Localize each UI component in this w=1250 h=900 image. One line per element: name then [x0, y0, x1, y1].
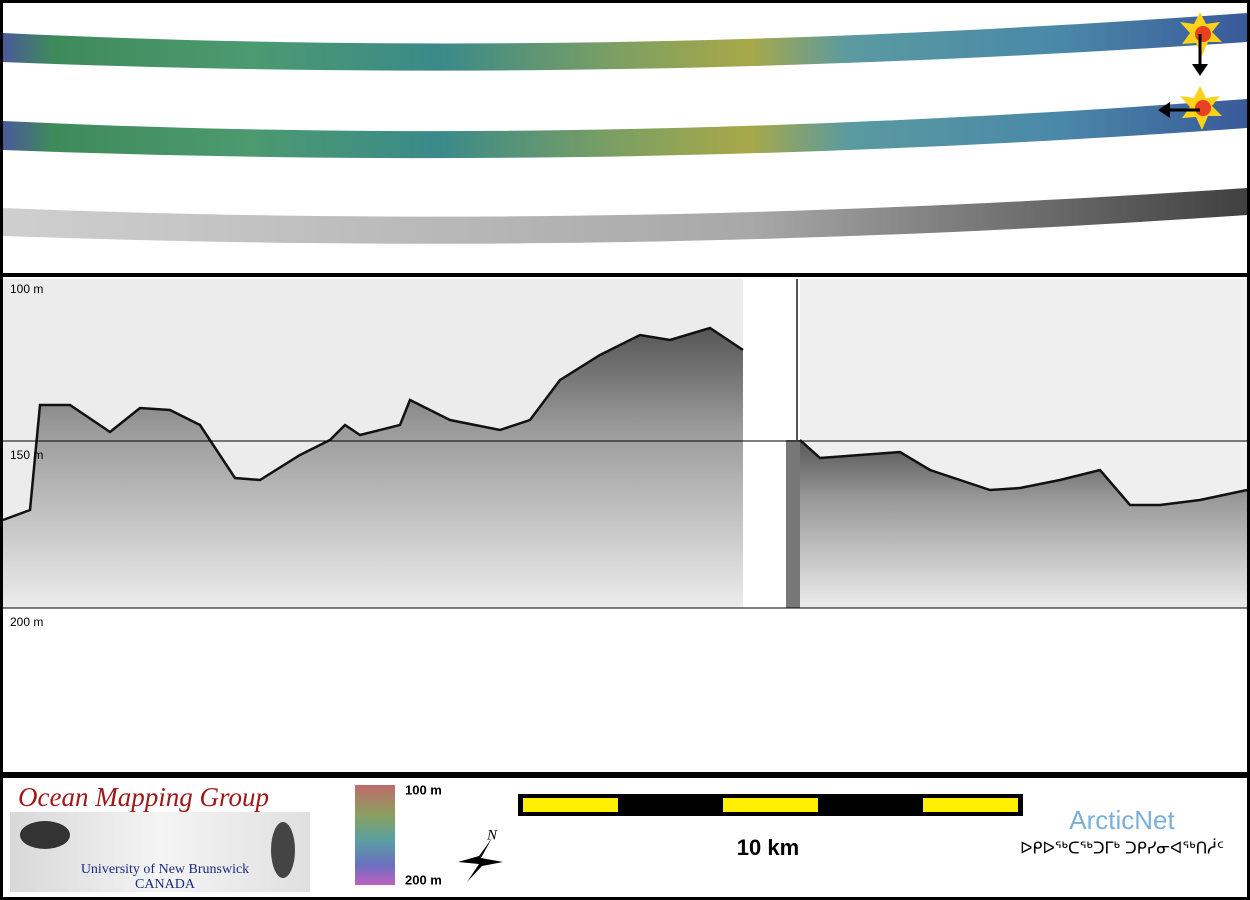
depth-label: 150 m — [10, 448, 43, 462]
logo-country: CANADA — [135, 877, 196, 892]
compass-label: N — [486, 827, 498, 843]
depth-colorbar — [355, 785, 395, 885]
seafloor — [2, 326, 744, 522]
subbottom — [3, 328, 743, 608]
swath-backscatter — [3, 188, 1247, 244]
partner-syllabics: ᐅᑭᐅᖅᑕᖅᑐᒥᒃ ᑐᑭᓯᓂᐊᖅᑎᓲᑦ — [1020, 839, 1224, 858]
logo-title: Ocean Mapping Group — [18, 782, 269, 812]
subbottom — [800, 440, 1247, 608]
track-markers — [1158, 12, 1222, 130]
colorbar-label: 200 m — [405, 872, 442, 887]
colorbar-label: 100 m — [405, 782, 442, 797]
seafloor — [799, 439, 1248, 507]
depth-label: 200 m — [10, 615, 43, 629]
depth-label: 100 m — [10, 282, 43, 296]
swath-shaded — [3, 99, 1247, 159]
compass — [458, 838, 503, 882]
scale-label: 10 km — [737, 835, 799, 860]
scale-bar — [518, 794, 1023, 816]
logo-university: University of New Brunswick — [81, 862, 249, 877]
partner-name: ArcticNet — [1069, 805, 1175, 835]
swath-shaded — [3, 13, 1247, 71]
echogram-noise — [786, 440, 800, 608]
